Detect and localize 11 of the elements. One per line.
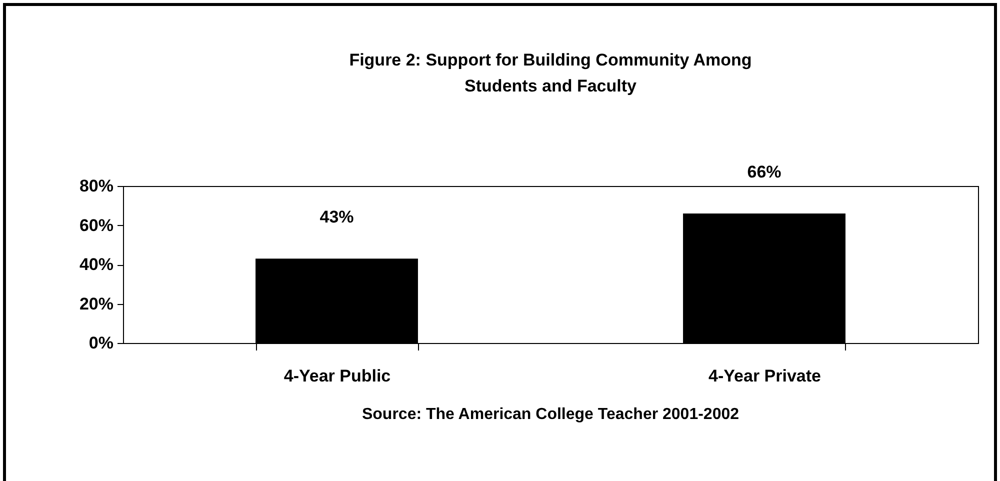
source-note: Source: The American College Teacher 2001-2002: [362, 406, 740, 423]
data-label: 43%: [320, 208, 354, 227]
y-tick-label: 60%: [79, 216, 114, 235]
x-tick-label: 4-Year Private: [708, 366, 821, 386]
x-tick-label: 4-Year Public: [284, 366, 391, 386]
y-tick-label: 80%: [79, 176, 114, 196]
y-tick-label: 0%: [88, 334, 114, 352]
data-label: 66%: [747, 162, 782, 182]
chart-title: Figure 2: Support for Building Community Among Students and Faculty: [349, 50, 752, 96]
y-tick-label: 40%: [79, 255, 114, 274]
y-tick-label: 20%: [79, 294, 114, 314]
